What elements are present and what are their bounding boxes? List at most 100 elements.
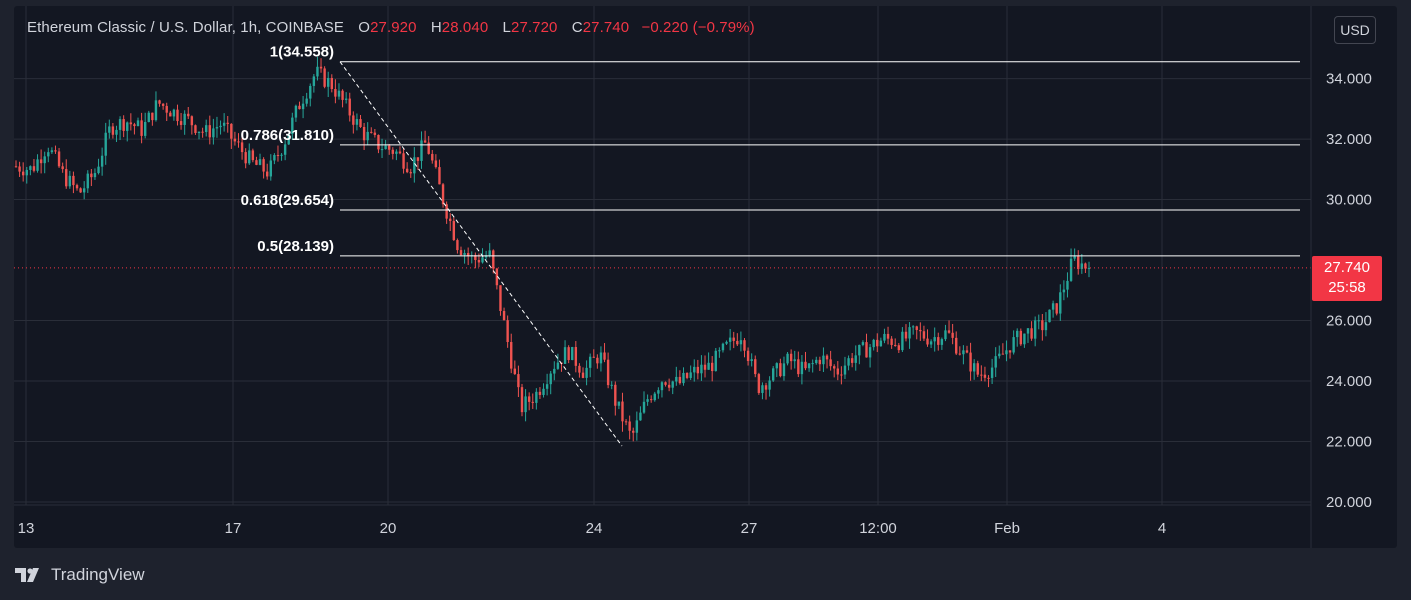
high-label: H (430, 19, 442, 36)
candle-body (1066, 280, 1069, 290)
currency-button[interactable]: USD (1334, 16, 1376, 44)
candle-body (395, 151, 398, 154)
candle-body (836, 368, 839, 375)
candle-body (657, 390, 660, 394)
candle-body (1051, 303, 1055, 310)
candle-body (230, 123, 233, 139)
candle-body (779, 363, 782, 377)
candle-body (305, 98, 308, 104)
candle-body (675, 376, 678, 382)
candle-body (93, 173, 97, 178)
candle-body (908, 327, 911, 339)
fib-retracement[interactable]: 1(34.558) 0.786(31.810) 0.618(29.654) 0.5(2… (241, 44, 1300, 447)
candle-body (700, 364, 703, 374)
candle-body (793, 359, 796, 362)
candle-body (57, 151, 61, 167)
candle-body (1069, 258, 1073, 281)
candle-body (1055, 303, 1058, 314)
candle-body (800, 361, 804, 375)
candle-body (951, 332, 954, 338)
candle-body (452, 221, 456, 241)
candle-body (1001, 353, 1005, 355)
candle-body (718, 350, 721, 352)
candle-body (614, 384, 617, 406)
candle-body (405, 168, 409, 173)
candle-body (409, 172, 412, 174)
candle-body (897, 345, 901, 351)
candle-body (341, 90, 344, 100)
candle-body (825, 355, 829, 360)
candle-body (782, 363, 786, 377)
candle-body (861, 342, 865, 345)
candle-body (1048, 309, 1051, 323)
candle-body (940, 339, 944, 345)
candle-body (118, 119, 122, 130)
candle-body (789, 353, 793, 362)
candle-body (610, 384, 613, 386)
candle-body (176, 109, 179, 122)
x-tick-label: 4 (1158, 520, 1166, 537)
candle-body (190, 116, 194, 126)
x-tick-label: 13 (18, 520, 35, 537)
candle-body (237, 141, 240, 143)
candle-body (617, 401, 621, 406)
candle-body (291, 117, 294, 134)
candle-body (348, 98, 351, 116)
candle-body (122, 119, 125, 131)
tradingview-logo-icon (15, 568, 39, 582)
open-value: 27.920 (370, 19, 417, 36)
fib-level-label: 0.786(31.810) (241, 127, 334, 144)
candle-body (750, 359, 753, 361)
candle-body (696, 366, 700, 374)
candle-body (316, 66, 319, 77)
candle-body (571, 347, 574, 361)
time-scale[interactable]: 13 17 20 24 27 12:00 Feb 4 (18, 520, 1167, 537)
candle-body (736, 340, 739, 345)
candle-body (391, 149, 395, 154)
candle-body (599, 352, 603, 364)
candle-body (1008, 350, 1012, 353)
candle-body (775, 363, 778, 369)
candle-body (872, 339, 875, 348)
candle-body (563, 347, 567, 364)
candle-body (423, 140, 427, 143)
candle-body (628, 421, 631, 431)
candle-body (513, 368, 517, 375)
candle-body (972, 363, 976, 372)
candle-body (660, 382, 664, 391)
candle-body (545, 384, 549, 389)
candle-body (990, 367, 994, 378)
candle-body (815, 359, 818, 364)
candle-body (854, 355, 857, 363)
candle-body (596, 357, 599, 364)
candle-body (929, 341, 933, 345)
candle-body (47, 152, 50, 157)
candle-body (639, 412, 642, 421)
candle-body (664, 382, 667, 385)
candle-body (965, 350, 969, 353)
candle-body (68, 175, 72, 187)
candle-body (524, 396, 527, 413)
candle-body (811, 363, 814, 365)
candle-body (911, 326, 915, 328)
candle-body (772, 368, 775, 381)
fib-level-label: 1(34.558) (270, 44, 334, 61)
candle-body (126, 122, 129, 131)
chart-frame[interactable]: 1(34.558) 0.786(31.810) 0.618(29.654) 0.5(2… (14, 6, 1397, 548)
candle-body (323, 68, 326, 87)
candle-body (585, 367, 588, 378)
price-scale[interactable]: 20.000 22.000 24.000 26.000 30.000 32.000 34.0… (1326, 71, 1372, 511)
candle-body (456, 240, 459, 251)
candle-body (976, 363, 979, 375)
candle-body (1026, 328, 1030, 334)
brand-logo-link[interactable]: TradingView (15, 565, 145, 585)
candle-body (373, 132, 377, 135)
candle-body (161, 103, 165, 106)
chart-canvas[interactable]: 1(34.558) 0.786(31.810) 0.618(29.654) 0.5(2… (14, 6, 1397, 548)
candle-body (1087, 267, 1091, 269)
candle-body (115, 129, 118, 135)
candle-body (847, 358, 850, 366)
open-label: O (358, 19, 371, 36)
last-price-badge: 27.740 25:58 (1312, 256, 1382, 301)
candle-body (466, 252, 470, 256)
